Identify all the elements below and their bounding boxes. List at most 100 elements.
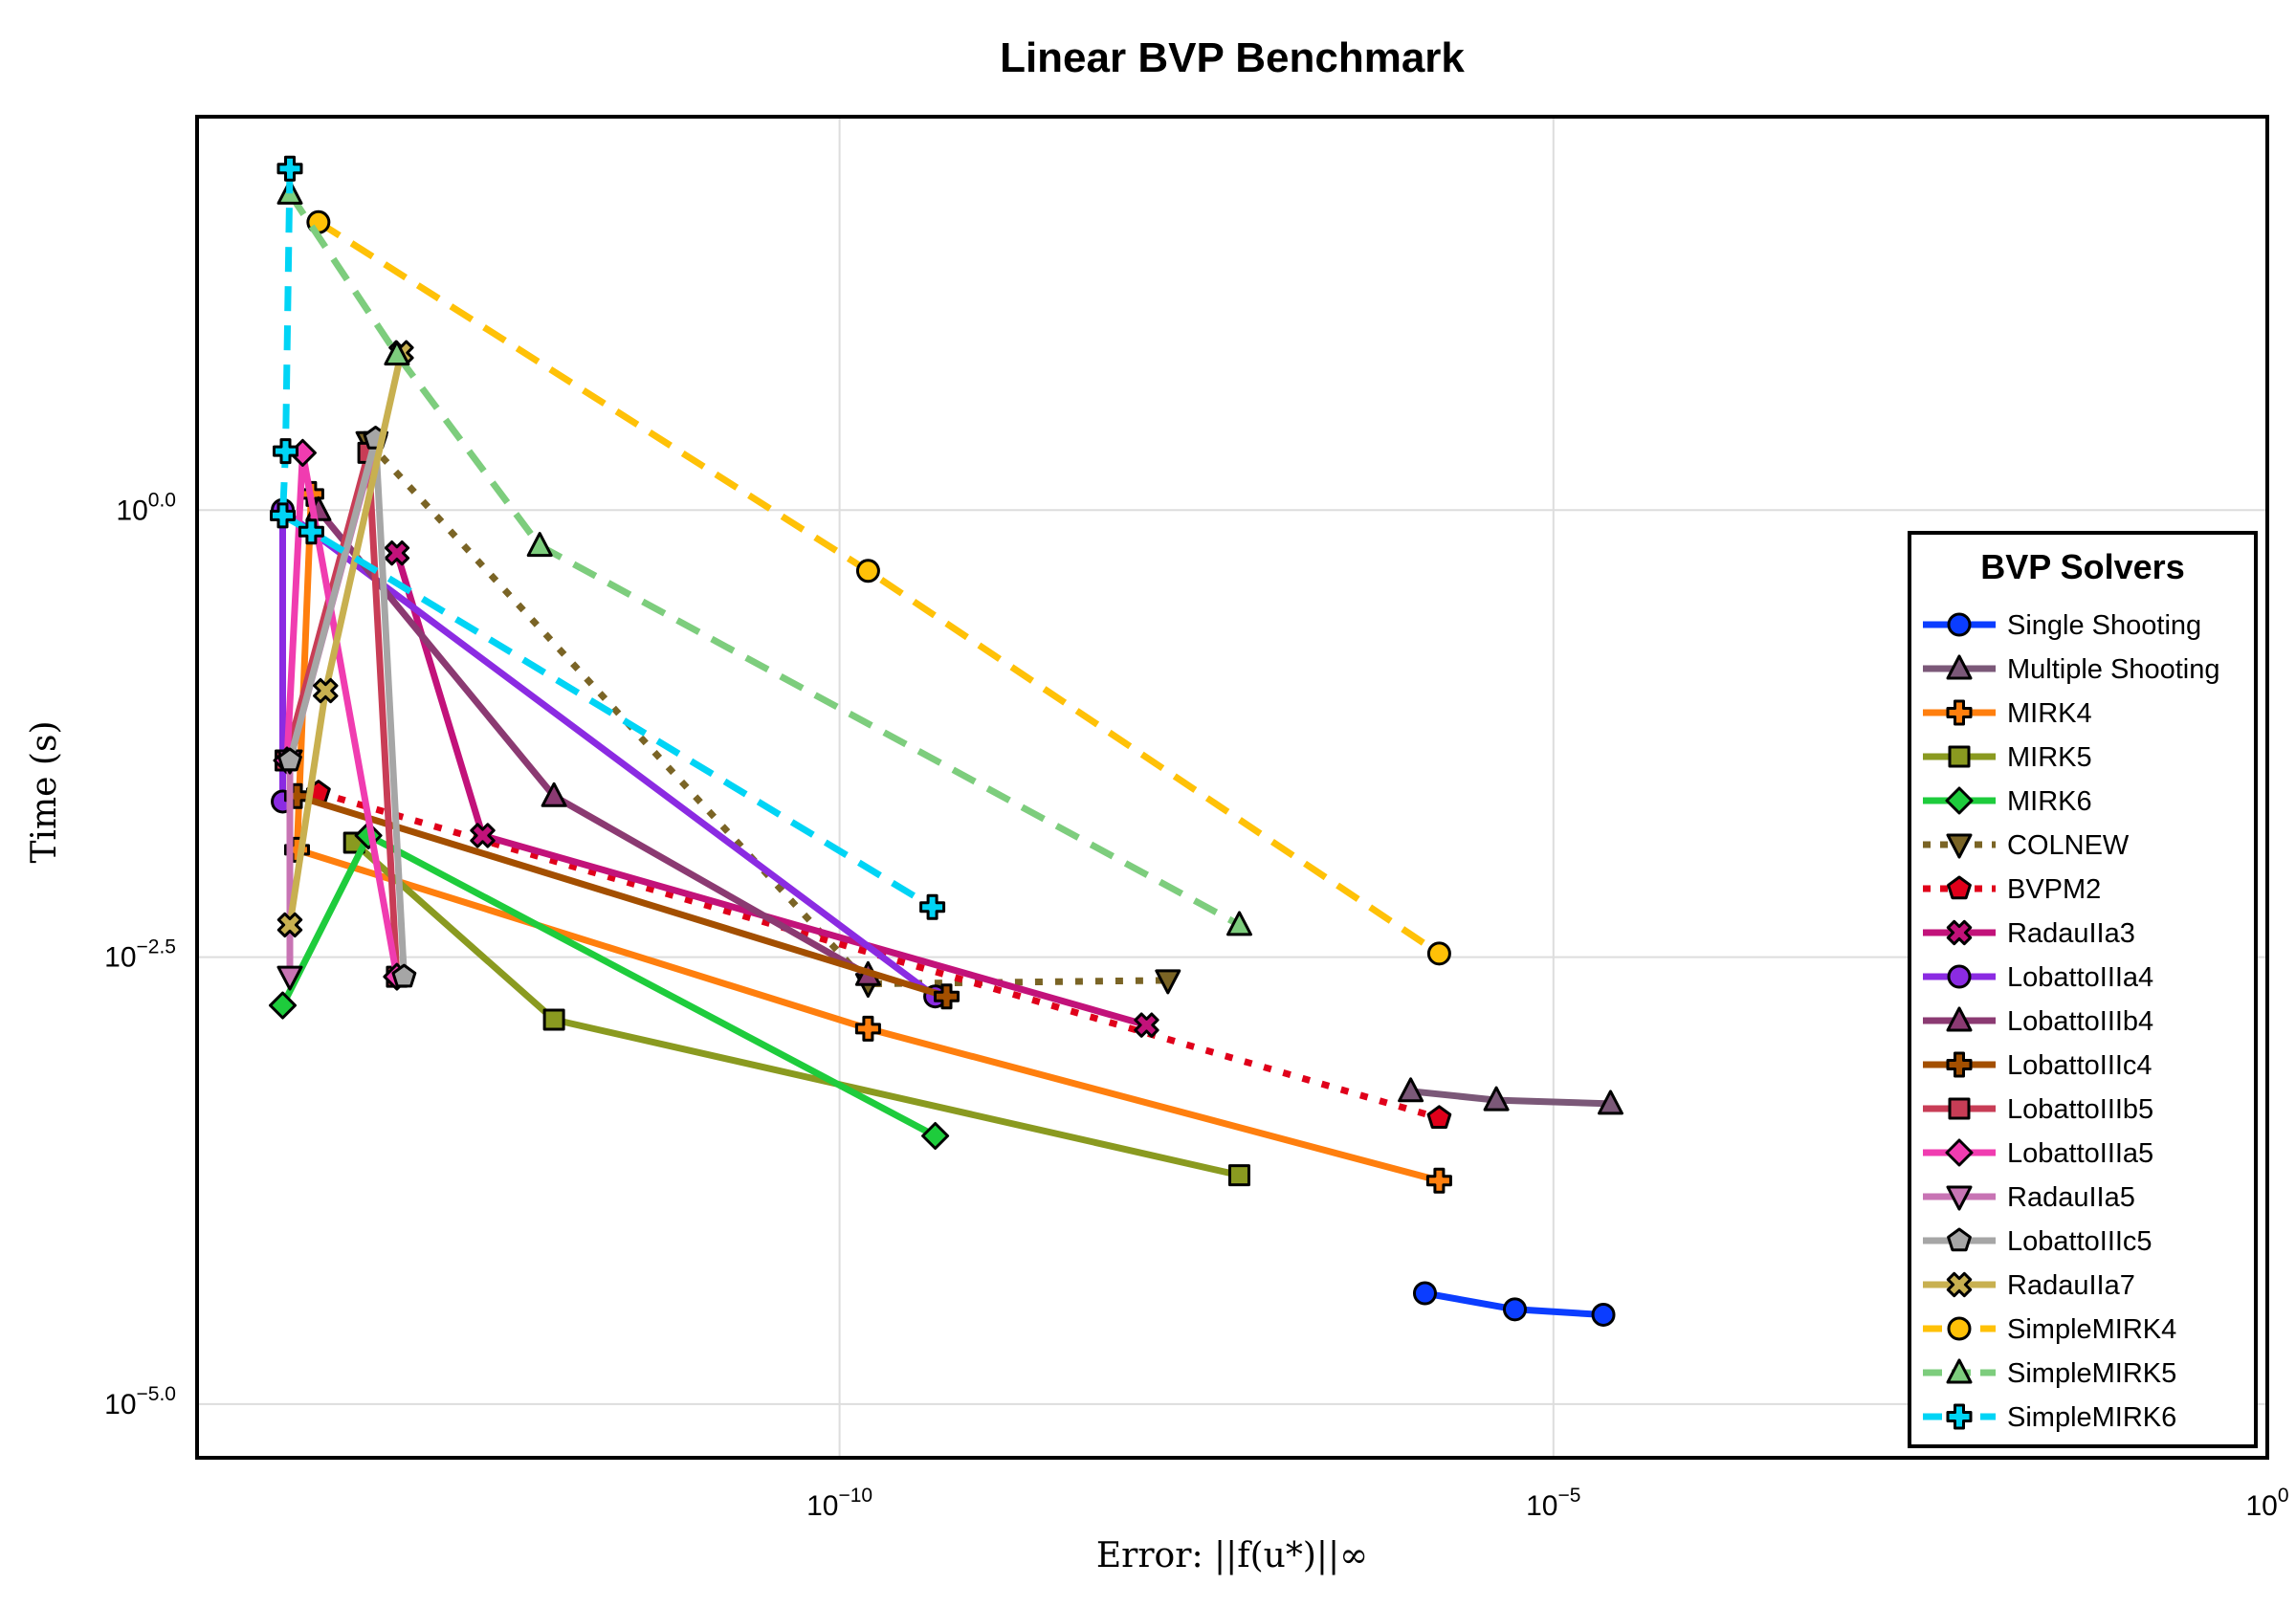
- legend-label: COLNEW: [2007, 830, 2130, 861]
- data-point: [273, 438, 298, 465]
- legend-marker: [1946, 1006, 1973, 1032]
- data-point: [277, 747, 302, 772]
- legend-marker: [1945, 786, 1974, 815]
- legend-entry: SimpleMIRK6: [1923, 1402, 2176, 1433]
- data-point: [269, 991, 297, 1020]
- data-point: [298, 518, 324, 545]
- series-mirk4: [284, 480, 1452, 1194]
- legend-marker: [1946, 1403, 1973, 1430]
- data-point: [934, 983, 960, 1010]
- series-simplemirk5: [276, 179, 1252, 936]
- legend-label: LobattoIIIa5: [2007, 1138, 2153, 1169]
- data-point: [1598, 1090, 1623, 1115]
- legend-marker: [1945, 1138, 1974, 1167]
- series-single-shooting: [1412, 1281, 1616, 1327]
- legend-label: LobattoIIIb5: [2007, 1094, 2153, 1125]
- data-point: [542, 1008, 565, 1031]
- series-radauiia3: [384, 540, 1159, 1038]
- legend-entry: RadauIIa3: [1923, 918, 2135, 949]
- legend-entry: RadauIIa7: [1923, 1270, 2135, 1301]
- legend-label: LobattoIIIc5: [2007, 1226, 2152, 1257]
- data-point: [1226, 911, 1252, 936]
- legend-label: LobattoIIIb4: [2007, 1006, 2153, 1037]
- series-layer: [269, 155, 1623, 1327]
- legend-entry: LobattoIIIc4: [1923, 1050, 2152, 1081]
- legend-label: Single Shooting: [2007, 610, 2201, 641]
- legend-label: MIRK6: [2007, 786, 2092, 817]
- legend-label: LobattoIIIa4: [2007, 962, 2153, 993]
- series-lobattoiiic4: [284, 782, 960, 1010]
- legend-marker: [1946, 833, 1973, 859]
- data-point: [270, 502, 296, 529]
- legend-label: MIRK4: [2007, 698, 2092, 729]
- legend-entry: RadauIIa5: [1923, 1182, 2135, 1213]
- data-point: [391, 963, 417, 988]
- data-point: [384, 540, 410, 566]
- legend-entry: Single Shooting: [1923, 610, 2201, 641]
- series-simplemirk6: [270, 155, 946, 920]
- axis-ticks: 10−10 10−5 100 10−5.0 10−2.5 100.0: [104, 489, 2288, 1522]
- series-line-multiple-shooting: [1410, 1088, 1611, 1108]
- data-point: [1426, 941, 1451, 966]
- legend-entry: MIRK6: [1923, 786, 2092, 817]
- series-colnew: [355, 430, 1181, 999]
- legend-marker: [1947, 1316, 1972, 1341]
- x-tick-label: 10−5: [1526, 1485, 1580, 1522]
- legend-label: RadauIIa3: [2007, 918, 2135, 949]
- legend-marker: [1947, 964, 1972, 989]
- x-tick-label: 10−10: [806, 1485, 872, 1522]
- legend-marker: [1947, 875, 1972, 900]
- legend-marker: [1948, 1097, 1971, 1120]
- data-point: [384, 341, 410, 366]
- legend-marker: [1946, 1051, 1973, 1078]
- legend-entry: LobattoIIIb4: [1923, 1006, 2153, 1037]
- data-point: [276, 965, 303, 991]
- data-point: [1398, 1077, 1424, 1103]
- data-point: [541, 781, 567, 807]
- plot-frame: [195, 115, 2269, 1460]
- data-point: [921, 1122, 950, 1150]
- series-line-radauiia3: [393, 552, 1148, 1028]
- legend-label: LobattoIIIc4: [2007, 1050, 2152, 1081]
- legend-marker: [1946, 1271, 1973, 1298]
- legend-marker: [1947, 1227, 1972, 1252]
- legend-label: SimpleMIRK5: [2007, 1358, 2176, 1389]
- legend-entry: LobattoIIIa4: [1923, 962, 2153, 993]
- data-point: [276, 912, 303, 938]
- data-point: [1412, 1281, 1437, 1306]
- chart-title: Linear BVP Benchmark: [1000, 34, 1465, 81]
- legend-entry: SimpleMIRK5: [1923, 1358, 2176, 1389]
- data-point: [1134, 1012, 1159, 1038]
- legend-entry: LobattoIIIc5: [1923, 1226, 2152, 1257]
- data-point: [276, 155, 303, 182]
- legend-label: Multiple Shooting: [2007, 654, 2219, 685]
- data-point: [1426, 1105, 1452, 1129]
- series-line-mirk4: [294, 494, 1441, 1184]
- legend-marker: [1946, 919, 1973, 946]
- legend-marker: [1946, 699, 1973, 726]
- legend-label: RadauIIa5: [2007, 1182, 2135, 1213]
- legend-marker: [1946, 1185, 1973, 1211]
- data-point: [284, 782, 310, 809]
- data-point: [1227, 1164, 1250, 1187]
- legend-entry: LobattoIIIb5: [1923, 1094, 2153, 1125]
- y-tick-label: 10−5.0: [104, 1383, 176, 1420]
- legend-label: MIRK5: [2007, 742, 2092, 773]
- y-tick-label: 100.0: [116, 489, 176, 526]
- legend-entry: MIRK5: [1923, 742, 2092, 773]
- legend-label: BVPM2: [2007, 874, 2101, 905]
- data-point: [526, 532, 553, 558]
- series-line-lobattoiiic4: [296, 792, 948, 1001]
- data-point: [1502, 1297, 1527, 1322]
- legend-marker: [1947, 612, 1972, 637]
- legend-entry: LobattoIIIa5: [1923, 1138, 2153, 1169]
- x-axis-label: Error: ||f(u*)||∞: [1096, 1536, 1368, 1575]
- legend-label: SimpleMIRK4: [2007, 1314, 2176, 1345]
- legend-label: RadauIIa7: [2007, 1270, 2135, 1301]
- data-point: [1591, 1302, 1616, 1327]
- legend: BVP Solvers Single Shooting Multiple Shoot…: [1908, 531, 2258, 1448]
- data-point: [1425, 1167, 1452, 1194]
- data-point: [470, 823, 496, 848]
- data-point: [313, 677, 339, 704]
